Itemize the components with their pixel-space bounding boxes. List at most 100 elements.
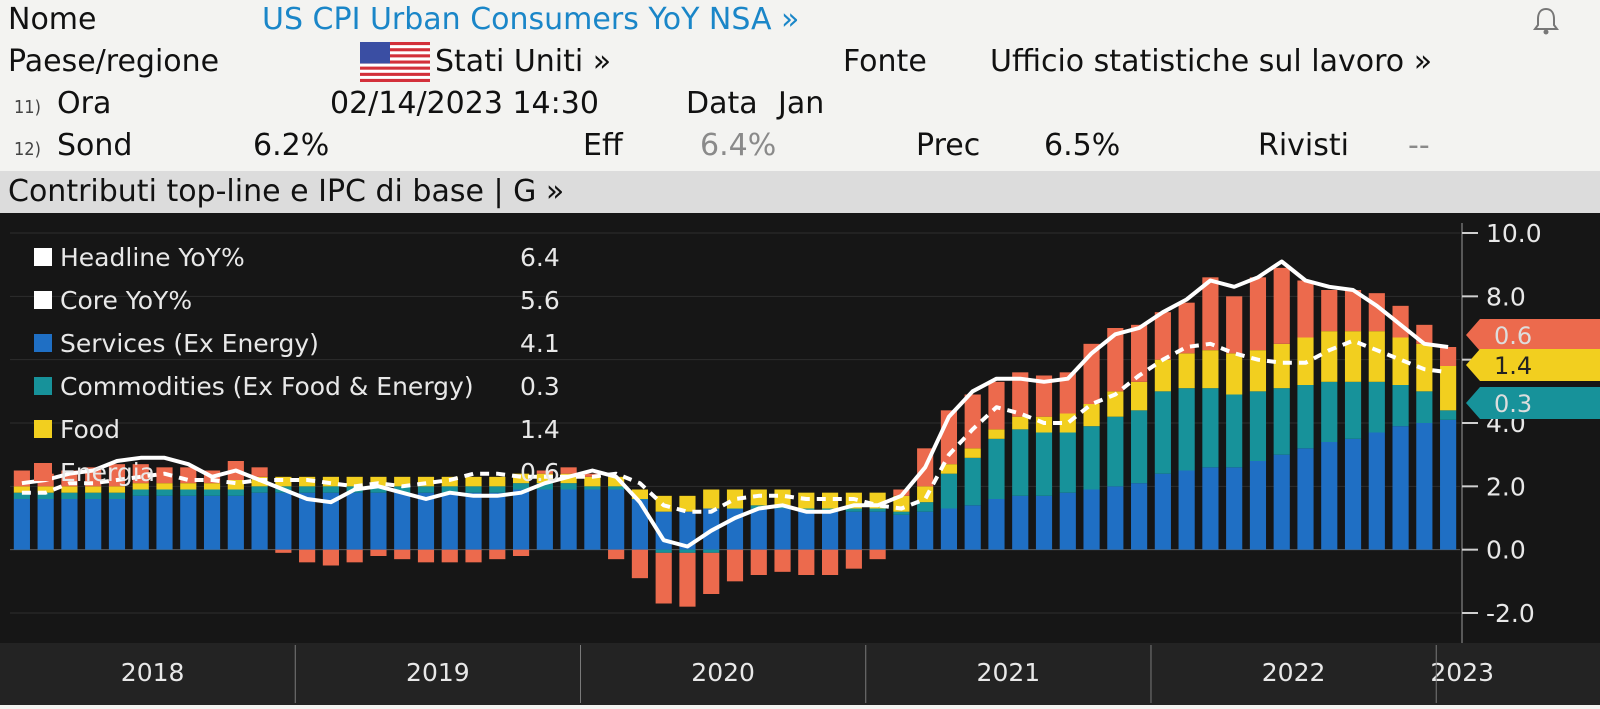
bar-food-2020-01 (584, 476, 601, 487)
bar-services-ex-energy--2019-09 (489, 492, 506, 550)
bar-energia-2020-02 (608, 549, 625, 560)
bar-services-ex-energy--2022-04 (1226, 467, 1243, 550)
bar-energia-2020-07 (726, 549, 744, 582)
source-link[interactable]: Ufficio statistiche sul lavoro » (990, 44, 1433, 79)
bar-energia-2022-01 (1154, 312, 1171, 360)
y-tick-label: 0.0 (1486, 536, 1526, 565)
y-tick-label: 8.0 (1486, 282, 1526, 311)
bar-services-ex-energy--2021-03 (917, 511, 934, 550)
bar-services-ex-energy--2020-11 (822, 511, 839, 550)
bar-energia-2020-09 (774, 549, 791, 572)
bar-commodities-ex-food-energy--2021-05 (964, 457, 981, 506)
bar-services-ex-energy--2022-05 (1249, 461, 1267, 550)
cpi-chart[interactable]: Headline YoY% 6.4 Core YoY% 5.6 Services (Ex… (0, 213, 1600, 705)
row12-number: 12) (14, 139, 41, 160)
bar-commodities-ex-food-energy--2020-07 (726, 508, 744, 509)
bar-commodities-ex-food-energy--2022-07 (1297, 385, 1314, 449)
legend-label: Food (60, 415, 120, 444)
bar-commodities-ex-food-energy--2019-12 (560, 483, 577, 490)
bar-services-ex-energy--2022-12 (1416, 423, 1433, 550)
bar-commodities-ex-food-energy--2019-01 (299, 486, 316, 493)
bar-commodities-ex-food-energy--2018-09 (203, 489, 221, 496)
legend-label: Headline YoY% (60, 243, 245, 272)
bar-commodities-ex-food-energy--2021-06 (988, 438, 1005, 499)
bar-energia-2020-06 (703, 552, 720, 594)
bar-food-2018-07 (156, 483, 173, 490)
chart-panel[interactable]: Headline YoY% 6.4 Core YoY% 5.6 Services (Ex… (0, 213, 1600, 705)
bar-food-2020-11 (822, 492, 839, 509)
name-label: Nome (8, 2, 97, 37)
bar-services-ex-energy--2019-06 (417, 492, 435, 550)
bar-services-ex-energy--2022-03 (1202, 467, 1219, 550)
bar-food-2019-08 (465, 476, 482, 487)
value-tag (1466, 387, 1600, 419)
legend-label: Core YoY% (60, 286, 192, 315)
bar-commodities-ex-food-energy--2020-03 (631, 499, 648, 500)
bar-food-2018-01 (13, 486, 30, 493)
bell-icon[interactable] (1532, 6, 1560, 36)
chart-subtitle[interactable]: Contributi top-line e IPC di base | G » (8, 174, 565, 209)
country-link[interactable]: Stati Uniti » (435, 44, 612, 79)
bar-commodities-ex-food-energy--2019-08 (465, 486, 482, 493)
bar-commodities-ex-food-energy--2021-11 (1107, 416, 1124, 487)
bar-services-ex-energy--2021-07 (1012, 495, 1029, 550)
bar-food-2020-05 (679, 495, 696, 512)
bar-energia-2020-03 (631, 549, 648, 579)
bar-commodities-ex-food-energy--2018-01 (13, 492, 30, 499)
bar-services-ex-energy--2022-09 (1344, 438, 1362, 550)
bar-services-ex-energy--2020-02 (608, 489, 625, 550)
bar-commodities-ex-food-energy--2022-09 (1344, 381, 1362, 439)
bar-services-ex-energy--2021-01 (869, 511, 886, 550)
bar-energia-2018-08 (180, 467, 197, 484)
bar-energia-2020-05 (679, 552, 696, 607)
legend-label: Commodities (Ex Food & Energy) (60, 372, 474, 401)
bar-food-2022-01 (1154, 359, 1171, 392)
bar-food-2018-10 (227, 480, 244, 490)
bar-energia-2019-06 (417, 549, 435, 563)
bar-food-2018-02 (37, 486, 54, 493)
bar-commodities-ex-food-energy--2021-12 (1131, 410, 1148, 484)
date-value: Jan (778, 86, 825, 121)
bar-energia-2022-05 (1249, 277, 1267, 351)
date-label: Data (686, 86, 758, 121)
time-value: 02/14/2023 14:30 (330, 86, 599, 121)
bar-food-2018-08 (180, 483, 197, 490)
y-tick-label: 10.0 (1486, 219, 1542, 248)
bar-services-ex-energy--2020-10 (798, 511, 815, 550)
bar-energia-2019-02 (322, 549, 339, 566)
y-axis: 10.08.06.04.02.00.0-2.0 (1461, 219, 1542, 653)
bar-energia-2018-12 (275, 549, 292, 553)
bar-food-2021-03 (917, 486, 934, 503)
legend-value: 0.3 (520, 372, 560, 401)
bar-commodities-ex-food-energy--2018-06 (132, 489, 149, 496)
bar-commodities-ex-food-energy--2019-07 (441, 486, 458, 493)
bar-services-ex-energy--2022-02 (1178, 470, 1195, 550)
core-yoy-line (21, 338, 1449, 514)
bar-food-2023-01 (1440, 366, 1457, 411)
value-tag-label: 0.3 (1494, 390, 1532, 418)
bar-food-2021-06 (988, 429, 1005, 439)
security-title-link[interactable]: US CPI Urban Consumers YoY NSA » (262, 2, 800, 37)
legend-swatch (34, 291, 52, 309)
bar-commodities-ex-food-energy--2021-02 (893, 511, 910, 515)
bar-energia-2020-10 (798, 549, 815, 575)
bar-services-ex-energy--2018-02 (37, 499, 54, 550)
bar-services-ex-energy--2020-03 (631, 499, 648, 550)
bar-commodities-ex-food-energy--2021-08 (1035, 432, 1053, 496)
bar-services-ex-energy--2018-10 (227, 495, 244, 550)
bar-energia-2019-01 (299, 549, 316, 563)
bar-food-2018-04 (85, 486, 102, 493)
row11-number: 11) (14, 97, 41, 118)
bar-services-ex-energy--2019-03 (346, 492, 363, 550)
bar-services-ex-energy--2019-04 (370, 492, 387, 550)
subtitle-bar[interactable]: Contributi top-line e IPC di base | G » (0, 171, 1600, 213)
x-tick-label: 2023 (1430, 658, 1494, 687)
x-axis-strip (0, 643, 1600, 705)
x-tick-label: 2022 (1262, 658, 1326, 687)
bar-commodities-ex-food-energy--2018-10 (227, 489, 244, 496)
bar-services-ex-energy--2019-01 (299, 492, 316, 550)
prior-label: Prec (916, 128, 981, 163)
bar-energia-2022-02 (1178, 302, 1195, 354)
legend: Headline YoY% 6.4 Core YoY% 5.6 Services (Ex… (34, 243, 560, 487)
bar-commodities-ex-food-energy--2022-05 (1249, 391, 1267, 461)
